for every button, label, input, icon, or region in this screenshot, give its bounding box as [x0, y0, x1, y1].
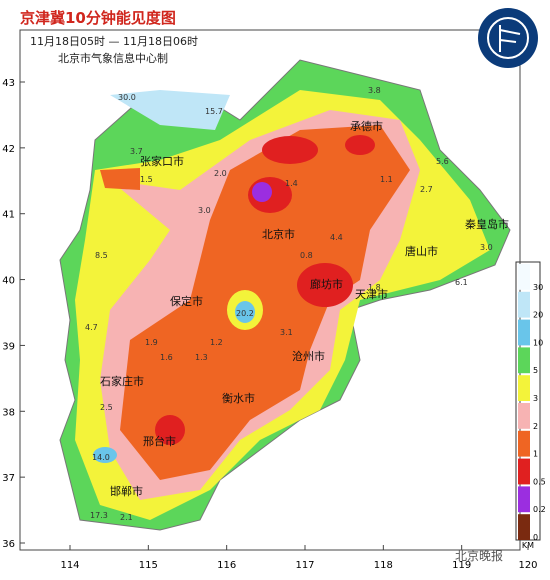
- purple-zone: [252, 182, 272, 202]
- legend-swatch: [518, 403, 530, 429]
- station-value: 3.8: [368, 86, 381, 95]
- logo-glyph: [499, 25, 521, 52]
- station-value: 2.1: [120, 513, 133, 522]
- legend-label: 0.2: [533, 505, 546, 514]
- station-value: 2.0: [214, 169, 227, 178]
- station-value: 8.5: [95, 251, 108, 260]
- watermark: 北京晚报: [455, 548, 503, 563]
- station-value: 17.3: [90, 511, 108, 520]
- y-tick-label: 39: [2, 341, 15, 352]
- legend-swatch: [518, 514, 530, 540]
- legend-label: 3: [533, 394, 538, 403]
- station-value: 2.5: [100, 403, 113, 412]
- city-label: 邯郸市: [110, 484, 143, 498]
- x-tick-label: 116: [217, 560, 236, 571]
- blue-zone: [93, 447, 117, 463]
- orange-zone: [120, 125, 410, 480]
- y-tick-label: 43: [2, 78, 15, 89]
- x-tick-label: 119: [452, 560, 471, 571]
- legend-label: 1: [533, 450, 538, 459]
- x-tick-label: 118: [374, 560, 393, 571]
- logo-circle: [478, 8, 538, 68]
- y-tick-label: 41: [2, 210, 15, 221]
- y-tick-label: 40: [2, 276, 15, 287]
- station-value: 1.4: [285, 179, 298, 188]
- red-zone: [262, 136, 318, 164]
- city-label: 保定市: [170, 294, 203, 308]
- x-tick-label: 120: [518, 560, 537, 571]
- credit: 北京市气象信息中心制: [58, 51, 168, 65]
- logo-ring: [487, 17, 529, 59]
- legend-label: 20: [533, 311, 543, 320]
- red-zone: [297, 263, 353, 307]
- y-tick-label: 38: [2, 407, 15, 418]
- legend-label: 10: [533, 338, 543, 347]
- legend-swatch: [518, 264, 530, 290]
- legend-swatch: [518, 430, 530, 457]
- city-label: 衡水市: [222, 391, 255, 405]
- y-tick-label: 42: [2, 144, 15, 155]
- region: [59, 59, 511, 531]
- city-label: 廊坊市: [310, 277, 343, 291]
- legend-label: 0: [533, 533, 538, 542]
- city-label: 北京市: [262, 227, 295, 241]
- station-value: 5.6: [436, 157, 449, 166]
- station-value: 0.8: [300, 251, 313, 260]
- station-value: 15.7: [205, 107, 223, 116]
- city-label: 天津市: [355, 287, 388, 301]
- station-value: 1.9: [145, 338, 158, 347]
- station-value: 1.1: [380, 175, 393, 184]
- legend-swatch: [518, 319, 530, 346]
- y-tick-label: 37: [2, 473, 15, 484]
- station-value: 3.7: [130, 147, 143, 156]
- station-value: 6.1: [455, 278, 468, 287]
- legend-swatch: [518, 291, 530, 318]
- orange-zone: [100, 168, 140, 190]
- station-value: 3.0: [480, 243, 493, 252]
- blue-zone: [235, 301, 255, 323]
- station-value: 4.4: [330, 233, 343, 242]
- x-tick-label: 115: [139, 560, 158, 571]
- station-value: 2.7: [420, 185, 433, 194]
- title: 京津冀10分钟能见度图: [20, 9, 176, 27]
- station-value: 1.3: [195, 353, 208, 362]
- station-value: 4.7: [85, 323, 98, 332]
- red-zone: [345, 135, 375, 155]
- subtitle: 11月18日05时 — 11月18日06时: [30, 35, 198, 48]
- station-value: 14.0: [92, 453, 110, 462]
- legend-label: 30: [533, 283, 543, 292]
- legend-label: 5: [533, 366, 538, 375]
- x-tick-label: 117: [295, 560, 314, 571]
- y-tick-label: 36: [2, 539, 15, 550]
- legend-label: 0.5: [533, 477, 546, 486]
- station-value: 1.6: [160, 353, 173, 362]
- station-value: 3.0: [198, 206, 211, 215]
- legend-swatch: [518, 458, 530, 485]
- city-label: 秦皇岛市: [465, 217, 509, 231]
- x-tick-label: 114: [60, 560, 79, 571]
- legend-swatch: [518, 347, 530, 374]
- legend-swatch: [518, 486, 530, 513]
- city-label: 张家口市: [140, 154, 184, 168]
- city-label: 沧州市: [292, 349, 325, 363]
- station-value: 3.1: [280, 328, 293, 337]
- red-zone: [155, 415, 185, 445]
- city-label: 石家庄市: [100, 374, 144, 388]
- station-value: 30.0: [118, 93, 136, 102]
- clear-zone: [110, 90, 230, 130]
- city-label: 唐山市: [405, 244, 438, 258]
- station-value: 1.2: [210, 338, 223, 347]
- city-label: 承德市: [350, 119, 383, 133]
- legend-label: 2: [533, 422, 538, 431]
- station-value: 1.8: [368, 283, 381, 292]
- logo: [478, 8, 538, 68]
- station-value: 20.2: [236, 309, 254, 318]
- legend-swatch: [518, 375, 530, 401]
- legend-unit: KM: [522, 541, 534, 550]
- city-label: 邢台市: [143, 434, 176, 448]
- station-value: 1.5: [140, 175, 153, 184]
